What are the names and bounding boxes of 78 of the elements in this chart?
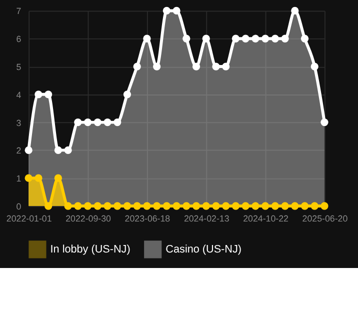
point [182, 202, 190, 210]
point [261, 202, 270, 210]
point [162, 202, 170, 210]
point [182, 34, 190, 42]
point [94, 118, 102, 126]
point [123, 202, 132, 210]
point [94, 202, 102, 210]
x-tick-label: 2024-10-22 [243, 213, 289, 224]
point [64, 202, 72, 210]
point [74, 202, 82, 210]
point [133, 62, 141, 70]
point [172, 202, 180, 210]
point [152, 202, 161, 210]
point [162, 6, 170, 15]
legend-label: Casino (US-NJ) [166, 243, 242, 256]
point [281, 34, 289, 42]
point [222, 62, 230, 70]
point [34, 174, 42, 182]
point [212, 202, 220, 210]
x-tick-label: 2022-01-01 [6, 213, 52, 224]
point [64, 146, 72, 154]
y-tick-label: 3 [16, 118, 22, 128]
point [44, 90, 52, 98]
y-tick-label: 1 [16, 174, 22, 184]
y-tick-label: 0 [16, 201, 22, 212]
point [24, 174, 32, 182]
point [310, 202, 318, 210]
x-tick-label: 2023-06-18 [124, 213, 170, 224]
point [310, 62, 318, 70]
point [54, 146, 62, 154]
point [300, 34, 309, 42]
point [291, 6, 299, 15]
y-tick-label: 4 [16, 90, 22, 100]
point [300, 202, 309, 210]
point [24, 146, 32, 154]
point [291, 202, 299, 210]
point [44, 202, 52, 210]
point [242, 202, 250, 210]
point [143, 34, 151, 42]
point [34, 90, 42, 98]
point [133, 202, 141, 210]
point [281, 202, 289, 210]
point [152, 62, 161, 70]
point [172, 6, 180, 15]
point [104, 202, 112, 210]
point [232, 202, 240, 210]
y-tick-label: 2 [16, 146, 22, 156]
point [232, 34, 240, 42]
point [84, 202, 92, 210]
point [320, 118, 328, 126]
point [261, 34, 270, 42]
point [202, 202, 210, 210]
point [271, 34, 279, 42]
x-tick-label: 2025-06-20 [302, 213, 348, 224]
y-tick-label: 5 [16, 62, 22, 72]
point [222, 202, 230, 210]
point [202, 34, 210, 42]
point [212, 62, 220, 70]
x-tick-label: 2022-09-30 [66, 213, 111, 224]
point [123, 90, 132, 98]
point [143, 202, 151, 210]
point [114, 118, 122, 126]
point [74, 118, 82, 126]
point [192, 202, 200, 210]
legend-label: In lobby (US-NJ) [50, 243, 130, 256]
point [54, 174, 62, 182]
point [192, 62, 200, 70]
point [320, 202, 328, 210]
x-tick-label: 2024-02-13 [184, 213, 230, 224]
point [84, 118, 92, 126]
point [242, 34, 250, 42]
point [252, 34, 260, 42]
point [271, 202, 279, 210]
point [252, 202, 260, 210]
y-tick-label: 6 [16, 34, 22, 44]
y-tick-label: 7 [16, 6, 22, 16]
point [104, 118, 112, 126]
point [114, 202, 122, 210]
